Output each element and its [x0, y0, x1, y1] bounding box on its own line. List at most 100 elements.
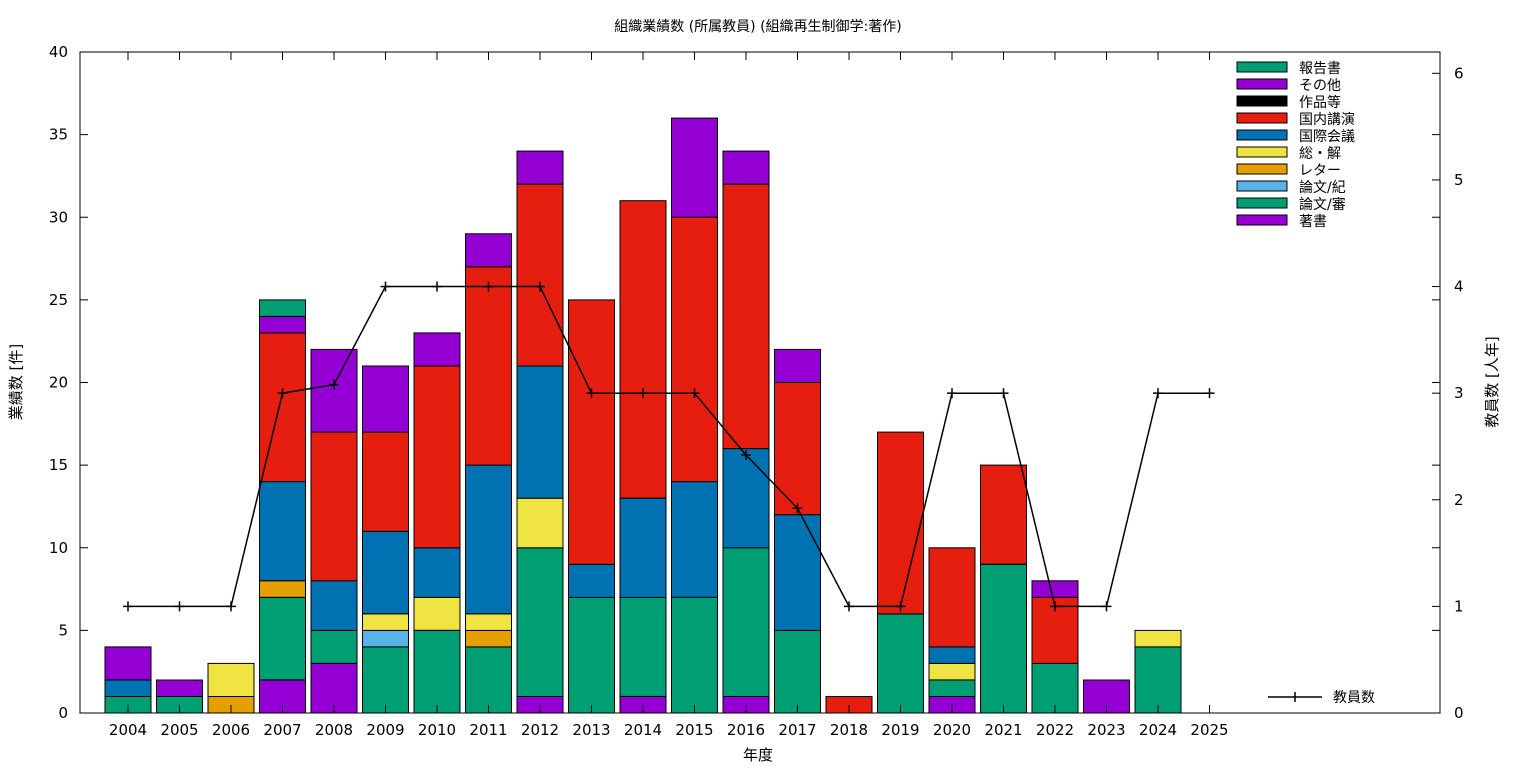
- faculty-count-point: [895, 601, 906, 612]
- y-tick-label: 25: [49, 291, 68, 309]
- bar-segment: [310, 431, 358, 582]
- faculty-count-point: [483, 281, 494, 292]
- faculty-count-point: [277, 388, 288, 399]
- y2-tick-label: 3: [1454, 384, 1464, 402]
- bar-segment: [413, 547, 461, 598]
- faculty-count-point: [1050, 601, 1060, 612]
- faculty-count-point: [998, 388, 1009, 399]
- bar-segment: [980, 563, 1027, 714]
- bar-segment: [104, 646, 152, 681]
- faculty-count-point: [792, 503, 803, 514]
- legend-swatch: [1236, 61, 1288, 73]
- x-tick-label: 2004: [109, 721, 147, 739]
- bar-segment: [671, 481, 718, 598]
- bar-segment: [1134, 646, 1182, 714]
- legend-swatch: [1236, 197, 1288, 209]
- legend-swatch: [1236, 163, 1288, 175]
- legend-swatch: [1236, 146, 1288, 158]
- legend-label: 論文/審: [1299, 197, 1346, 213]
- faculty-count-point: [947, 388, 957, 399]
- legend-entry: 総・解: [1236, 146, 1341, 162]
- y-axis-title: 業績数 [件]: [7, 344, 25, 420]
- y-tick-label: 0: [58, 704, 68, 722]
- bar-segment: [928, 679, 976, 697]
- legend-entry: 報告書: [1236, 61, 1341, 77]
- legend-entry: 国内講演: [1236, 112, 1355, 128]
- x-tick-label: 2023: [1087, 721, 1125, 739]
- x-tick-label: 2022: [1036, 721, 1074, 739]
- bar-segment: [928, 662, 976, 681]
- bar-segment: [1134, 629, 1182, 648]
- bar-segment: [259, 596, 306, 681]
- bar-segment: [413, 596, 461, 631]
- bar-segment: [104, 679, 152, 697]
- bar-segment: [619, 200, 667, 499]
- faculty-count-point: [226, 601, 236, 612]
- legend-label: 報告書: [1299, 61, 1341, 77]
- faculty-count-point: [432, 281, 442, 292]
- bar-segment: [362, 365, 409, 433]
- bar-segment: [619, 596, 667, 697]
- bar-segment: [362, 431, 409, 532]
- legend-swatch: [1236, 214, 1288, 226]
- legend-entry: 著書: [1236, 214, 1327, 230]
- faculty-count-point: [1101, 601, 1112, 612]
- y-tick-label: 15: [49, 456, 68, 474]
- line-layer: [123, 281, 1215, 612]
- chart-title: 組織業績数 (所属教員) (組織再生制御学:著作): [614, 19, 901, 35]
- bar-segment: [465, 266, 512, 466]
- x-tick-label: 2006: [212, 721, 250, 739]
- bar-segment: [516, 150, 564, 185]
- x-tick-label: 2025: [1190, 721, 1228, 739]
- bar-segment: [413, 365, 461, 549]
- faculty-count-point: [689, 388, 700, 399]
- legend-label: レター: [1299, 163, 1341, 179]
- bar-segment: [259, 315, 306, 334]
- y2-tick-label: 5: [1454, 171, 1464, 189]
- bar-segment: [516, 497, 564, 549]
- bar-segment: [259, 299, 306, 317]
- x-tick-label: 2009: [366, 721, 404, 739]
- bar-segment: [568, 563, 615, 598]
- y2-tick-label: 2: [1454, 491, 1464, 509]
- bar-segment: [310, 580, 358, 631]
- y-tick-label: 5: [58, 621, 68, 639]
- x-axis-title: 年度: [743, 746, 773, 764]
- bar-segment: [1031, 580, 1079, 598]
- bar-segment: [259, 481, 306, 582]
- x-tick-label: 2005: [160, 721, 198, 739]
- bars-layer: [104, 117, 1182, 714]
- legend-swatch: [1236, 112, 1288, 124]
- bar-segment: [722, 183, 770, 450]
- faculty-count-point: [380, 281, 391, 292]
- bar-segment: [877, 613, 924, 714]
- bar-segment: [928, 646, 976, 664]
- bar-segment: [259, 580, 306, 598]
- y-tick-label: 35: [49, 126, 68, 144]
- legend-label: 国際会議: [1299, 128, 1355, 145]
- y-tick-label: 10: [49, 539, 68, 557]
- bar-segment: [774, 348, 821, 383]
- bar-segment: [362, 613, 409, 631]
- legend-entry: 作品等: [1236, 94, 1341, 111]
- legend-entry: 論文/紀: [1236, 180, 1346, 196]
- bar-segment: [671, 117, 718, 218]
- x-tick-label: 2019: [881, 721, 919, 739]
- faculty-count-point: [1153, 388, 1163, 399]
- bar-segment: [980, 464, 1027, 565]
- bar-segment: [310, 629, 358, 664]
- faculty-count-point: [586, 388, 597, 399]
- bar-segment: [465, 629, 512, 648]
- x-tick-label: 2008: [315, 721, 353, 739]
- bar-segment: [465, 613, 512, 631]
- legend-label: 論文/紀: [1299, 180, 1346, 196]
- y-tick-label: 20: [49, 374, 68, 392]
- y2-tick-label: 4: [1454, 278, 1464, 296]
- bar-segment: [516, 365, 564, 499]
- y2-tick-label: 1: [1454, 597, 1464, 615]
- x-tick-label: 2020: [933, 721, 971, 739]
- bar-segment: [774, 514, 821, 631]
- x-tick-label: 2018: [830, 721, 868, 739]
